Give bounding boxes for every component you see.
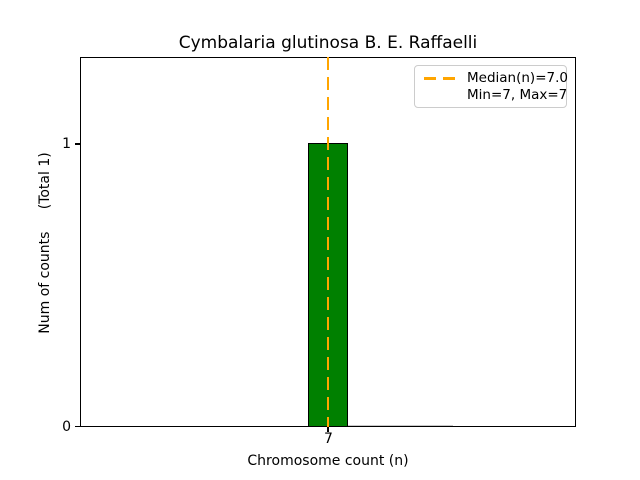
ytick-label-1: 1 [62,136,71,152]
y-axis-label: Num of counts (Total 1) [37,152,53,334]
xtick-label-7: 7 [324,431,333,447]
ytick-mark-1 [75,143,80,145]
chart-title: Cymbalaria glutinosa B. E. Raffaelli [178,33,478,53]
ytick-label-0: 0 [62,419,71,435]
legend-entry-minmax: Min=7, Max=7 [424,87,567,104]
median-line [326,57,330,427]
xtick-mark-7 [327,427,329,432]
zero-height-bins-edge [348,425,453,426]
ytick-mark-0 [75,425,80,428]
median-dashed-line-swatch [424,77,455,80]
legend-minmax-label: Min=7, Max=7 [467,87,568,103]
legend: Median(n)=7.0 Min=7, Max=7 [414,65,568,108]
x-axis-label: Chromosome count (n) [247,453,409,469]
legend-median-label: Median(n)=7.0 [467,70,568,86]
legend-entry-median: Median(n)=7.0 [424,70,568,87]
legend-empty-swatch [424,94,455,97]
